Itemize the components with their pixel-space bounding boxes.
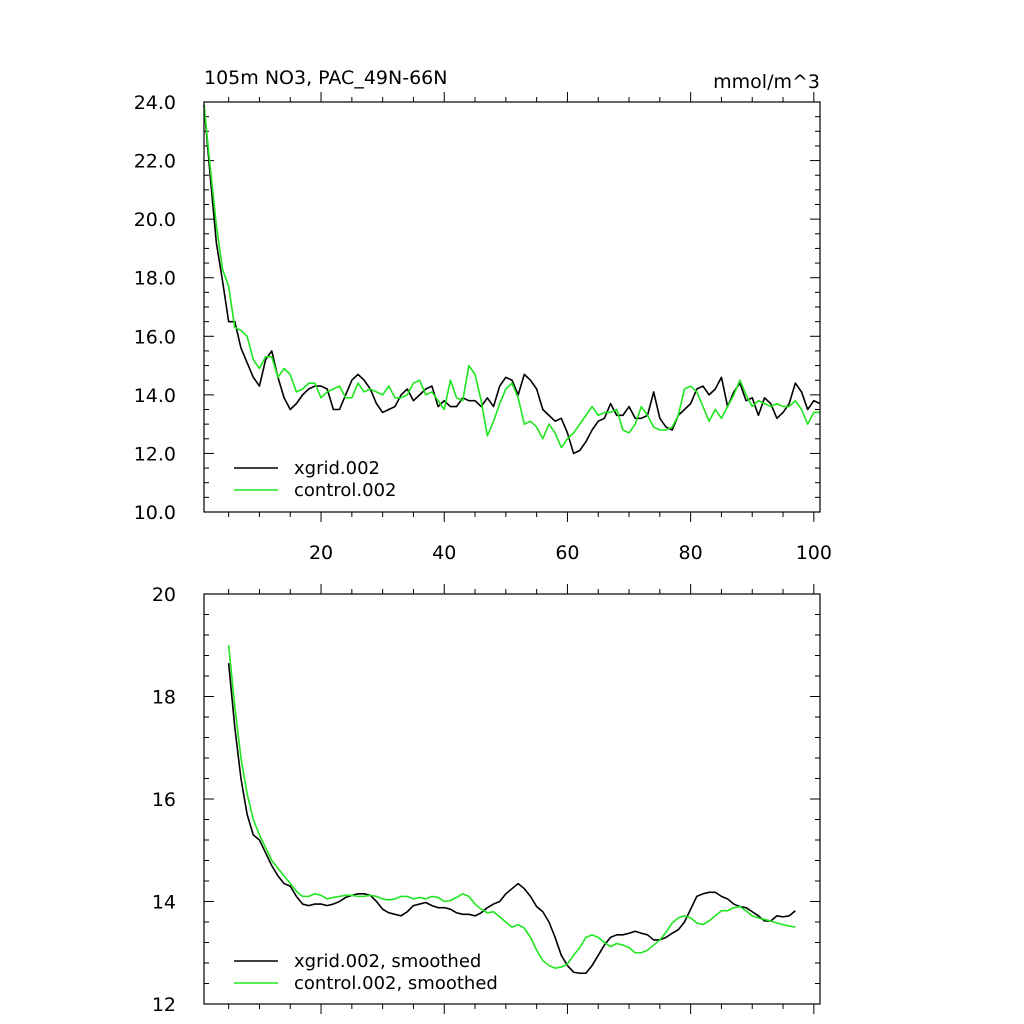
top-x-tick-labels: 20 40 60 80 100 [309,542,832,564]
x-tick-label: 100 [796,542,832,564]
y-tick-label: 24.0 [134,92,176,114]
chart-units: mmol/m^3 [713,71,820,93]
series-line-xgrid [203,104,821,455]
top-legend: xgrid.002 control.002 [234,458,396,501]
bottom-axis-ticks [204,584,820,1014]
y-tick-label: 14 [152,892,176,914]
top-axis-ticks [204,92,820,522]
legend-label-control-smoothed: control.002, smoothed [294,973,498,994]
legend-label-xgrid-smoothed: xgrid.002, smoothed [294,951,481,972]
legend-label-control: control.002 [294,480,396,501]
y-tick-label: 10.0 [134,502,176,524]
top-series-lines [203,104,821,455]
top-plot-frame [203,101,821,513]
top-chart-panel: 105m NO3, PAC_49N-66N mmol/m^3 10.012.01… [134,67,832,564]
x-tick-label: 80 [679,542,703,564]
bottom-plot-frame [203,593,821,1005]
y-tick-label: 22.0 [134,151,176,173]
y-tick-label: 12.0 [134,443,176,465]
y-tick-label: 16 [152,789,176,811]
bottom-legend: xgrid.002, smoothed control.002, smoothe… [234,951,498,994]
y-tick-label: 20.0 [134,209,176,231]
bottom-chart-panel: 12 14 16 18 20 xgrid.002, smoothed control.0… [152,584,821,1016]
series-line-control [203,104,820,449]
y-tick-label: 18 [152,687,176,709]
x-tick-label: 40 [432,542,456,564]
top-y-tick-labels: 10.0 12.0 14.0 16.0 18.0 20.0 22.0 24.0 [134,92,176,524]
bottom-y-tick-labels: 12 14 16 18 20 [152,584,176,1016]
y-tick-label: 14.0 [134,385,176,407]
series-line-xgrid [227,663,796,975]
y-tick-label: 12 [152,994,176,1016]
series-line-control [227,645,796,969]
y-tick-label: 18.0 [134,268,176,290]
x-tick-label: 60 [555,542,579,564]
x-tick-label: 20 [309,542,333,564]
bottom-series-lines [227,645,796,975]
y-tick-label: 16.0 [134,326,176,348]
y-tick-label: 20 [152,584,176,606]
chart-title: 105m NO3, PAC_49N-66N [204,67,447,89]
legend-label-xgrid: xgrid.002 [294,458,380,479]
